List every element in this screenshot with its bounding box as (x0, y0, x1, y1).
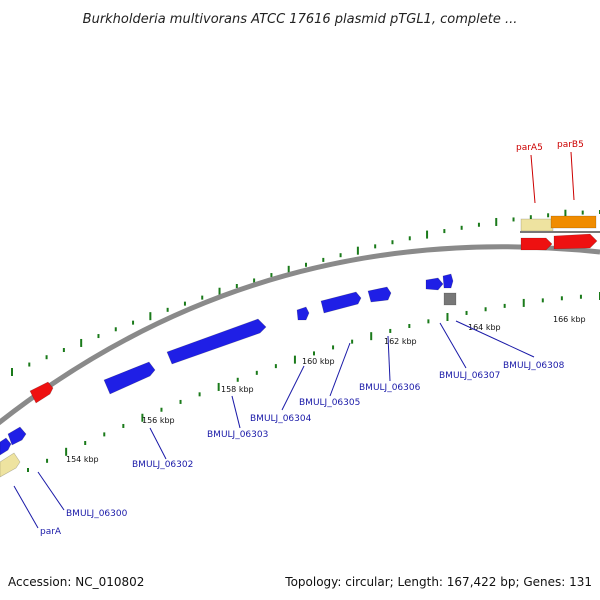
gene-feature-red[interactable] (520, 237, 553, 251)
outer-tick-track (11, 209, 600, 376)
callout-leader-line (281, 365, 305, 411)
gene-label[interactable]: BMULJ_06305 (299, 398, 360, 408)
callout-leader-line (439, 322, 467, 369)
gene-label[interactable]: BMULJ_06300 (66, 509, 128, 519)
ruler-label: 160 kbp (302, 357, 335, 366)
ruler-label: 164 kbp (468, 323, 501, 332)
gene-feature-blue[interactable] (367, 286, 392, 303)
inner-tick-track (27, 292, 600, 472)
gene-feature-gray[interactable] (443, 292, 457, 306)
ruler-labels: 154 kbp 156 kbp 158 kbp 160 kbp 162 kbp 164 k… (66, 315, 586, 464)
plasmid-backbone (0, 244, 600, 426)
summary-text: Topology: circular; Length: 167,422 bp; … (284, 575, 592, 589)
ruler-label: 156 kbp (142, 416, 175, 425)
gene-feature-orange[interactable] (550, 215, 597, 229)
gene-feature-blue[interactable] (425, 277, 444, 291)
gene-label[interactable]: BMULJ_06304 (250, 414, 312, 424)
callout-leader-line (37, 471, 65, 511)
gene-label[interactable]: BMULJ_06307 (439, 371, 500, 381)
callout-leader-line (530, 154, 536, 204)
ruler-label: 158 kbp (221, 385, 254, 394)
gene-feature-blue[interactable] (103, 361, 156, 395)
gene-feature-red[interactable] (29, 381, 54, 404)
callout-leader-line (231, 395, 241, 429)
gene-feature-blue[interactable] (166, 318, 267, 365)
gene-label[interactable]: parA5 (516, 143, 543, 153)
map-title: Burkholderia multivorans ATCC 17616 plas… (83, 12, 518, 27)
gene-feature-blue[interactable] (442, 273, 454, 289)
gene-feature-blue[interactable] (7, 426, 27, 446)
callout-leader-line (149, 427, 167, 460)
gene-label[interactable]: BMULJ_06308 (503, 361, 565, 371)
gene-feature-blue[interactable] (320, 291, 362, 314)
ruler-label: 154 kbp (66, 455, 99, 464)
gene-feature-khaki[interactable] (520, 218, 554, 232)
gene-callouts: parA5 parB5 BMULJ_06300 parA BMULJ_06302 BMUL… (13, 140, 584, 537)
gene-label[interactable]: BMULJ_06302 (132, 460, 193, 470)
callout-leader-line (455, 320, 535, 358)
gene-label[interactable]: BMULJ_06303 (207, 430, 268, 440)
gene-label[interactable]: BMULJ_06306 (359, 383, 421, 393)
gene-feature-red[interactable] (553, 233, 598, 250)
callout-leader-line (13, 485, 39, 529)
gene-features (0, 215, 600, 478)
gene-label[interactable]: parA (40, 527, 62, 537)
gene-feature-khaki[interactable] (0, 452, 21, 478)
ruler-label: 166 kbp (553, 315, 586, 324)
callout-leader-line (329, 342, 351, 397)
gene-feature-blue[interactable] (296, 306, 310, 321)
ruler-label: 162 kbp (384, 337, 417, 346)
callout-leader-line (387, 335, 391, 382)
accession-text: Accession: NC_010802 (8, 575, 144, 589)
gene-label[interactable]: parB5 (557, 140, 584, 150)
gene-feature-blue[interactable] (0, 437, 12, 456)
callout-leader-line (570, 151, 575, 201)
